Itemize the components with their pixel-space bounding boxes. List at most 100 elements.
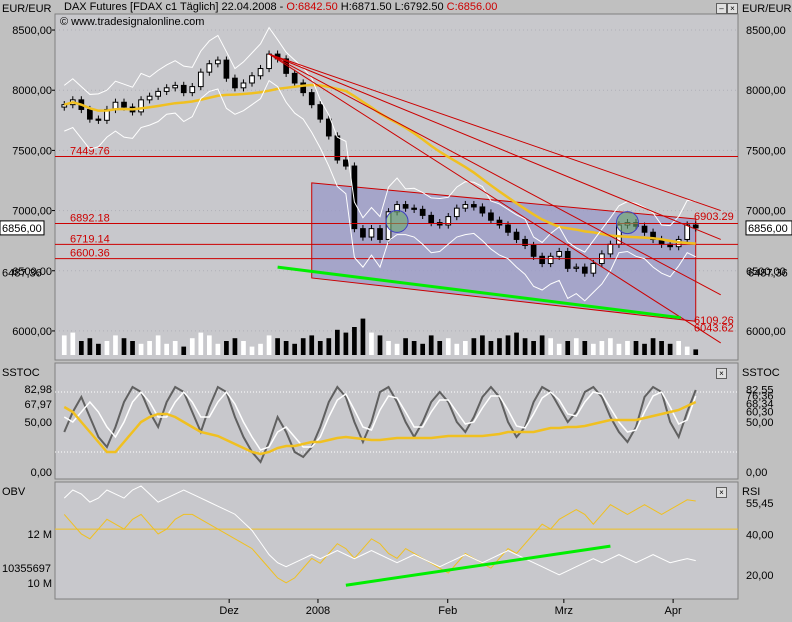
- volume-bar: [352, 327, 357, 355]
- support-trendline: [277, 265, 681, 320]
- candle-body: [95, 118, 102, 121]
- fan-trendline: [268, 53, 721, 212]
- candle-body: [539, 255, 545, 265]
- candle-body: [215, 59, 221, 65]
- volume-bar: [437, 341, 443, 355]
- volume-bar: [232, 338, 238, 355]
- candle-body: [266, 53, 272, 70]
- volume-bar: [514, 332, 519, 355]
- candle-body: [377, 228, 383, 240]
- stoch-tick-left: 50,00: [24, 417, 52, 429]
- candle-body: [189, 86, 196, 94]
- marker-circle: [615, 211, 639, 235]
- volume-bar: [556, 343, 562, 355]
- candle-body: [479, 206, 486, 214]
- volume-bar: [317, 341, 323, 355]
- volume-bar: [87, 338, 93, 355]
- overlays-layer: 7449.76 6892.18 6719.14 6600.36 6903.29 6109.…: [55, 26, 738, 344]
- volume-layer: [61, 318, 699, 355]
- candle-body: [522, 238, 528, 246]
- upper-envelope-line: [63, 26, 696, 253]
- price-tick-left: 7000,00: [12, 206, 52, 218]
- header-instrument: DAX Futures [FDAX c1 Täglich] 22.04.2008…: [64, 1, 284, 13]
- candle-body: [488, 212, 494, 221]
- stoch-panel-close-button[interactable]: ×: [716, 368, 727, 379]
- stoch-tick-left: 82,98: [24, 384, 52, 396]
- current-price-left: 6856,00: [2, 223, 42, 235]
- candle-body: [496, 219, 503, 226]
- volume-bar: [522, 338, 528, 355]
- candle-body: [325, 118, 332, 137]
- x-tick-label: Mrz: [555, 605, 573, 617]
- x-tick-label: Apr: [665, 605, 682, 617]
- candle-body: [556, 250, 563, 257]
- volume-bar: [642, 343, 647, 355]
- lower-band-right: 6487,36: [748, 267, 788, 279]
- candle-body: [513, 231, 520, 240]
- volume-bar: [420, 343, 426, 355]
- volume-bar: [138, 343, 144, 355]
- candle-body: [155, 90, 161, 97]
- candle-body: [249, 75, 255, 84]
- volume-bar: [258, 343, 263, 355]
- volume-bar: [78, 341, 84, 355]
- volume-bar: [445, 338, 451, 355]
- price-tick-left: 8500,00: [12, 25, 52, 37]
- source-credit: © www.tradesignalonline.com: [60, 16, 205, 28]
- volume-bar: [121, 338, 127, 355]
- trendline-value-label: 6903.29: [694, 211, 734, 223]
- price-tick-left: 8000,00: [12, 85, 52, 97]
- volume-bar: [693, 349, 699, 355]
- candle-body: [317, 104, 324, 120]
- volume-bar: [684, 346, 690, 355]
- candle-body: [61, 104, 68, 108]
- fan-trendline: [268, 53, 721, 240]
- header-low: L:6792.50: [394, 1, 444, 13]
- price-tick-right: 7000,00: [746, 206, 786, 218]
- volume-bar: [309, 335, 315, 355]
- volume-bar: [275, 338, 280, 355]
- volume-bar: [548, 338, 554, 355]
- lower-envelope-line: [64, 79, 696, 302]
- candle-body: [291, 72, 298, 84]
- obv-support-trendline: [345, 544, 611, 587]
- volume-bar: [360, 318, 366, 355]
- current-price-right: 6856,00: [748, 223, 788, 235]
- candle-body: [581, 266, 588, 274]
- candle-body: [240, 82, 247, 89]
- volume-bar: [164, 343, 170, 355]
- indicator-layer: [63, 385, 697, 587]
- candle-body: [692, 224, 699, 229]
- volume-bar: [488, 341, 494, 355]
- axes-layer: 8500,00 8500,00 8000,00 8000,00 7500,00 7500,…: [0, 25, 792, 617]
- volume-bar: [326, 338, 332, 355]
- volume-bar: [454, 343, 460, 355]
- candle-body: [121, 101, 127, 108]
- rsi-tick-right: 20,00: [746, 570, 774, 582]
- volume-bar: [215, 343, 221, 355]
- candle-body: [368, 228, 375, 238]
- candle-body: [87, 108, 93, 120]
- volume-bar: [198, 332, 204, 355]
- volume-bar: [505, 335, 511, 355]
- candle-body: [564, 250, 571, 269]
- stoch-title: SSTOC: [2, 367, 40, 379]
- current-price-tag-right: [745, 220, 792, 236]
- price-tick-left: 6000,00: [12, 326, 52, 338]
- stoch-slow-line: [63, 400, 697, 456]
- volume-bar: [104, 341, 110, 355]
- volume-bar: [394, 343, 400, 355]
- candle-body: [180, 84, 187, 94]
- x-tick-label: Feb: [438, 605, 457, 617]
- panel-close-button[interactable]: ×: [727, 3, 738, 14]
- rsi-tick-right: 40,00: [746, 529, 774, 541]
- volume-bar: [130, 341, 135, 355]
- volume-bar: [659, 341, 664, 355]
- candle-body: [573, 266, 580, 269]
- obv-panel-close-button[interactable]: ×: [716, 487, 727, 498]
- volume-bar: [224, 341, 229, 355]
- obv-line: [63, 499, 696, 584]
- panel-minimize-button[interactable]: –: [716, 3, 727, 14]
- candle-body: [197, 71, 204, 88]
- stoch-title-right: SSTOC: [742, 367, 780, 379]
